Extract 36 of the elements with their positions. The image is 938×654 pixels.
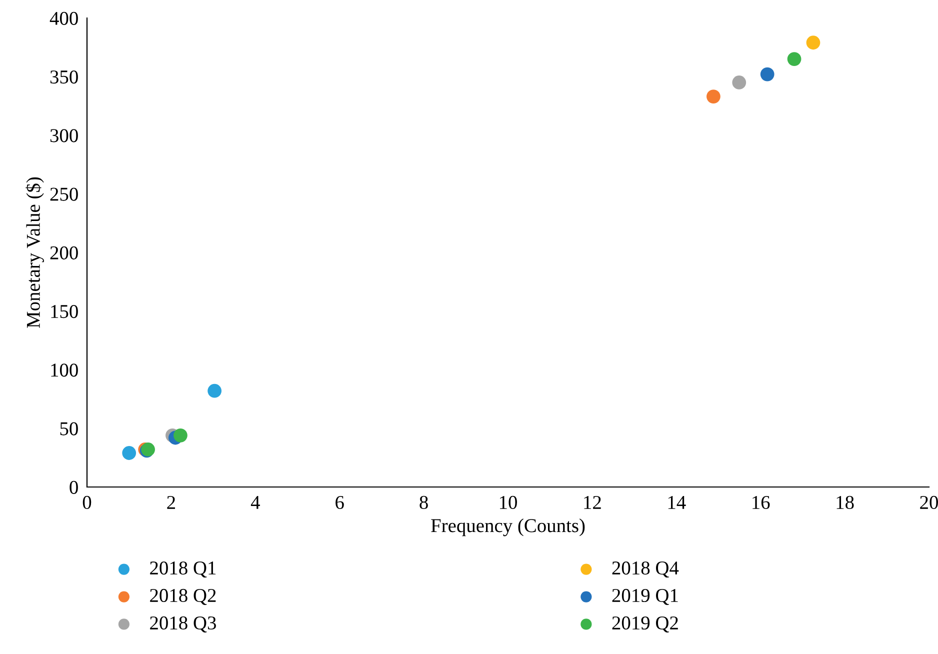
- y-tick-label: 300: [50, 129, 78, 142]
- x-tick-label: 4: [250, 496, 260, 509]
- point: [208, 384, 222, 398]
- x-tick-label: 12: [584, 496, 601, 509]
- y-tick-label: 250: [50, 188, 78, 201]
- x-tick-label: 2: [167, 496, 175, 509]
- point: [760, 67, 774, 82]
- point: [174, 428, 188, 442]
- y-tick-label: 350: [50, 70, 78, 84]
- x-tick-label: 14: [668, 496, 686, 509]
- legend-label: 2018 Q3: [150, 616, 216, 632]
- x-tick-label: 10: [500, 496, 517, 510]
- point: [732, 76, 746, 90]
- point: [706, 90, 720, 104]
- legend-label: 2019 Q1: [612, 588, 678, 606]
- x-axis-title: Frequency (Counts): [431, 518, 585, 536]
- y-axis-title: Monetary Value ($): [26, 177, 44, 328]
- y-tick-label: 200: [50, 246, 78, 260]
- legend-label: 2018 Q4: [612, 561, 679, 578]
- y-tick-label: 400: [50, 12, 78, 25]
- point: [806, 36, 820, 50]
- x-tick-label: 20: [920, 496, 938, 510]
- y-tick-label: 50: [60, 422, 78, 436]
- x-tick-label: 8: [420, 496, 428, 510]
- x-tick-label: 6: [336, 496, 344, 510]
- legend-label: 2018 Q1: [150, 561, 216, 578]
- point: [787, 52, 802, 66]
- point: [122, 446, 136, 460]
- legend-label: 2019 Q2: [612, 616, 678, 632]
- y-tick-label: 0: [70, 480, 78, 494]
- y-tick-label: 100: [51, 364, 78, 377]
- legend-label: 2018 Q2: [150, 588, 216, 606]
- x-tick-label: 16: [752, 496, 770, 510]
- x-tick-label: 0: [82, 496, 92, 510]
- y-tick-label: 150: [51, 304, 78, 318]
- x-tick-label: 18: [836, 496, 854, 510]
